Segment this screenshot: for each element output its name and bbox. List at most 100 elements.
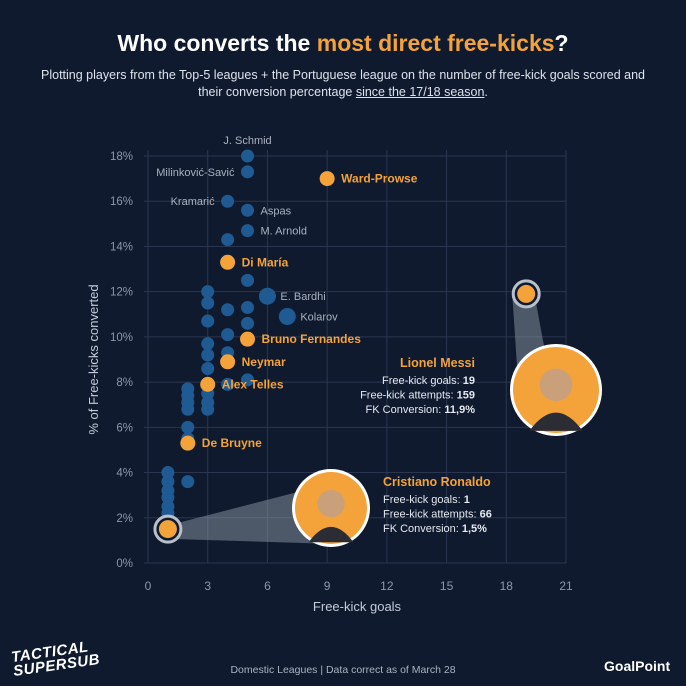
goalpoint-logo: GoalPoint [604,658,671,674]
x-tick-label: 18 [500,579,514,593]
callout-stat-label: Free-kick attempts: [360,390,457,402]
x-tick-label: 12 [380,579,394,593]
highlight-dot [319,171,335,187]
y-axis-label: % of Free-kicks converted [86,284,101,434]
callout-stat: Free-kick attempts: 159 [360,390,475,402]
callout-name: Cristiano Ronaldo [383,475,491,489]
subtitle-link[interactable]: since the 17/18 season [355,85,485,99]
player-dot [241,273,255,287]
player-dot [278,308,296,326]
highlight-label: Di María [242,255,289,269]
y-tick-label: 12% [110,287,133,299]
footer-note: Domestic Leagues | Data correct as of Ma… [230,664,456,676]
player-label: Milinković-Savić [156,167,235,179]
y-tick-label: 10% [110,332,133,344]
player-dot [201,362,215,376]
title-pre: Who converts the [117,30,317,56]
x-tick-label: 3 [204,579,211,593]
x-tick-label: 21 [559,579,573,593]
callout-stat: Free-kick attempts: 66 [383,509,492,521]
player-dot [201,296,215,310]
callout-funnel [153,491,335,544]
player-label: E. Bardhi [280,291,325,303]
x-tick-label: 9 [324,579,331,593]
avatar-shoulders [308,526,354,543]
highlight-dot [220,254,236,270]
highlight-dot [180,435,196,451]
y-tick-label: 2% [116,513,133,525]
callout-stat-value: 66 [480,509,492,521]
player-dot [221,233,235,247]
y-tick-label: 16% [110,196,133,208]
player-label: Kramarić [171,196,216,208]
player-dot [241,149,255,163]
x-tick-label: 6 [264,579,271,593]
player-dot [241,300,255,314]
callout-stat-value: 11,9% [444,404,475,416]
x-tick-label: 15 [440,579,454,593]
title-highlight: most direct free-kicks [316,30,555,56]
chart-subtitle: Plotting players from the Top-5 leagues … [40,67,646,101]
avatar-head [317,490,345,518]
player-label: Kolarov [300,312,338,324]
player-dot [161,466,175,480]
chart-title: Who converts the most direct free-kicks? [0,30,686,57]
highlight-label: Bruno Fernandes [262,332,362,346]
callout-stat: FK Conversion: 11,9% [366,404,476,416]
callout-stat: Free-kick goals: 1 [383,494,470,506]
highlight-label: Ward-Prowse [341,172,418,186]
highlight-dot [200,376,216,392]
player-dot [161,490,175,504]
player-dot [181,402,195,416]
player-dot [221,328,235,342]
player-dot [201,337,215,351]
player-dot [241,316,255,330]
callout-stat-value: 19 [463,375,475,387]
avatar-head [539,368,573,402]
x-tick-label: 0 [145,579,152,593]
callout-stat-label: Free-kick goals: [383,494,464,506]
y-tick-label: 4% [116,468,133,480]
callout-stat: FK Conversion: 1,5% [383,523,487,535]
callout-stat: Free-kick goals: 19 [382,375,475,387]
player-label: J. Schmid [223,135,271,147]
player-dot [241,224,255,238]
title-post: ? [554,30,569,56]
highlight-label: Neymar [242,355,286,369]
highlight-dot [220,354,236,370]
callout-stat-value: 1,5% [462,523,487,535]
player-dot [241,165,255,179]
callout-name: Lionel Messi [400,356,475,370]
subtitle-pre: Plotting players from the Top-5 leagues … [41,68,645,99]
highlight-dot [240,331,256,347]
callout-stat-label: FK Conversion: [383,523,462,535]
player-dot [201,348,215,362]
highlight-label: Alex Telles [222,377,284,391]
player-dot [181,420,195,434]
callout-stat-label: Free-kick goals: [382,375,463,387]
player-label: M. Arnold [261,226,307,238]
x-axis-label: Free-kick goals [313,599,402,614]
player-dot [221,303,235,317]
player-dot [181,475,195,489]
callout-marker-dot [517,284,536,303]
player-dot [201,314,215,328]
player-dot [241,373,255,387]
y-tick-label: 18% [110,151,133,163]
y-tick-label: 6% [116,422,133,434]
player-dot [161,475,175,489]
subtitle-post: . [484,85,488,99]
callout-marker-dot [158,520,177,539]
player-dot [258,287,276,305]
player-label: Aspas [261,205,292,217]
player-dot [221,194,235,208]
player-dot [201,402,215,416]
callout-stat-value: 1 [464,494,470,506]
y-tick-label: 14% [110,241,133,253]
highlight-label: De Bruyne [202,436,262,450]
y-tick-label: 0% [116,558,133,570]
callout-stat-value: 159 [457,390,475,402]
y-tick-label: 8% [116,377,133,389]
player-dot [241,203,255,217]
